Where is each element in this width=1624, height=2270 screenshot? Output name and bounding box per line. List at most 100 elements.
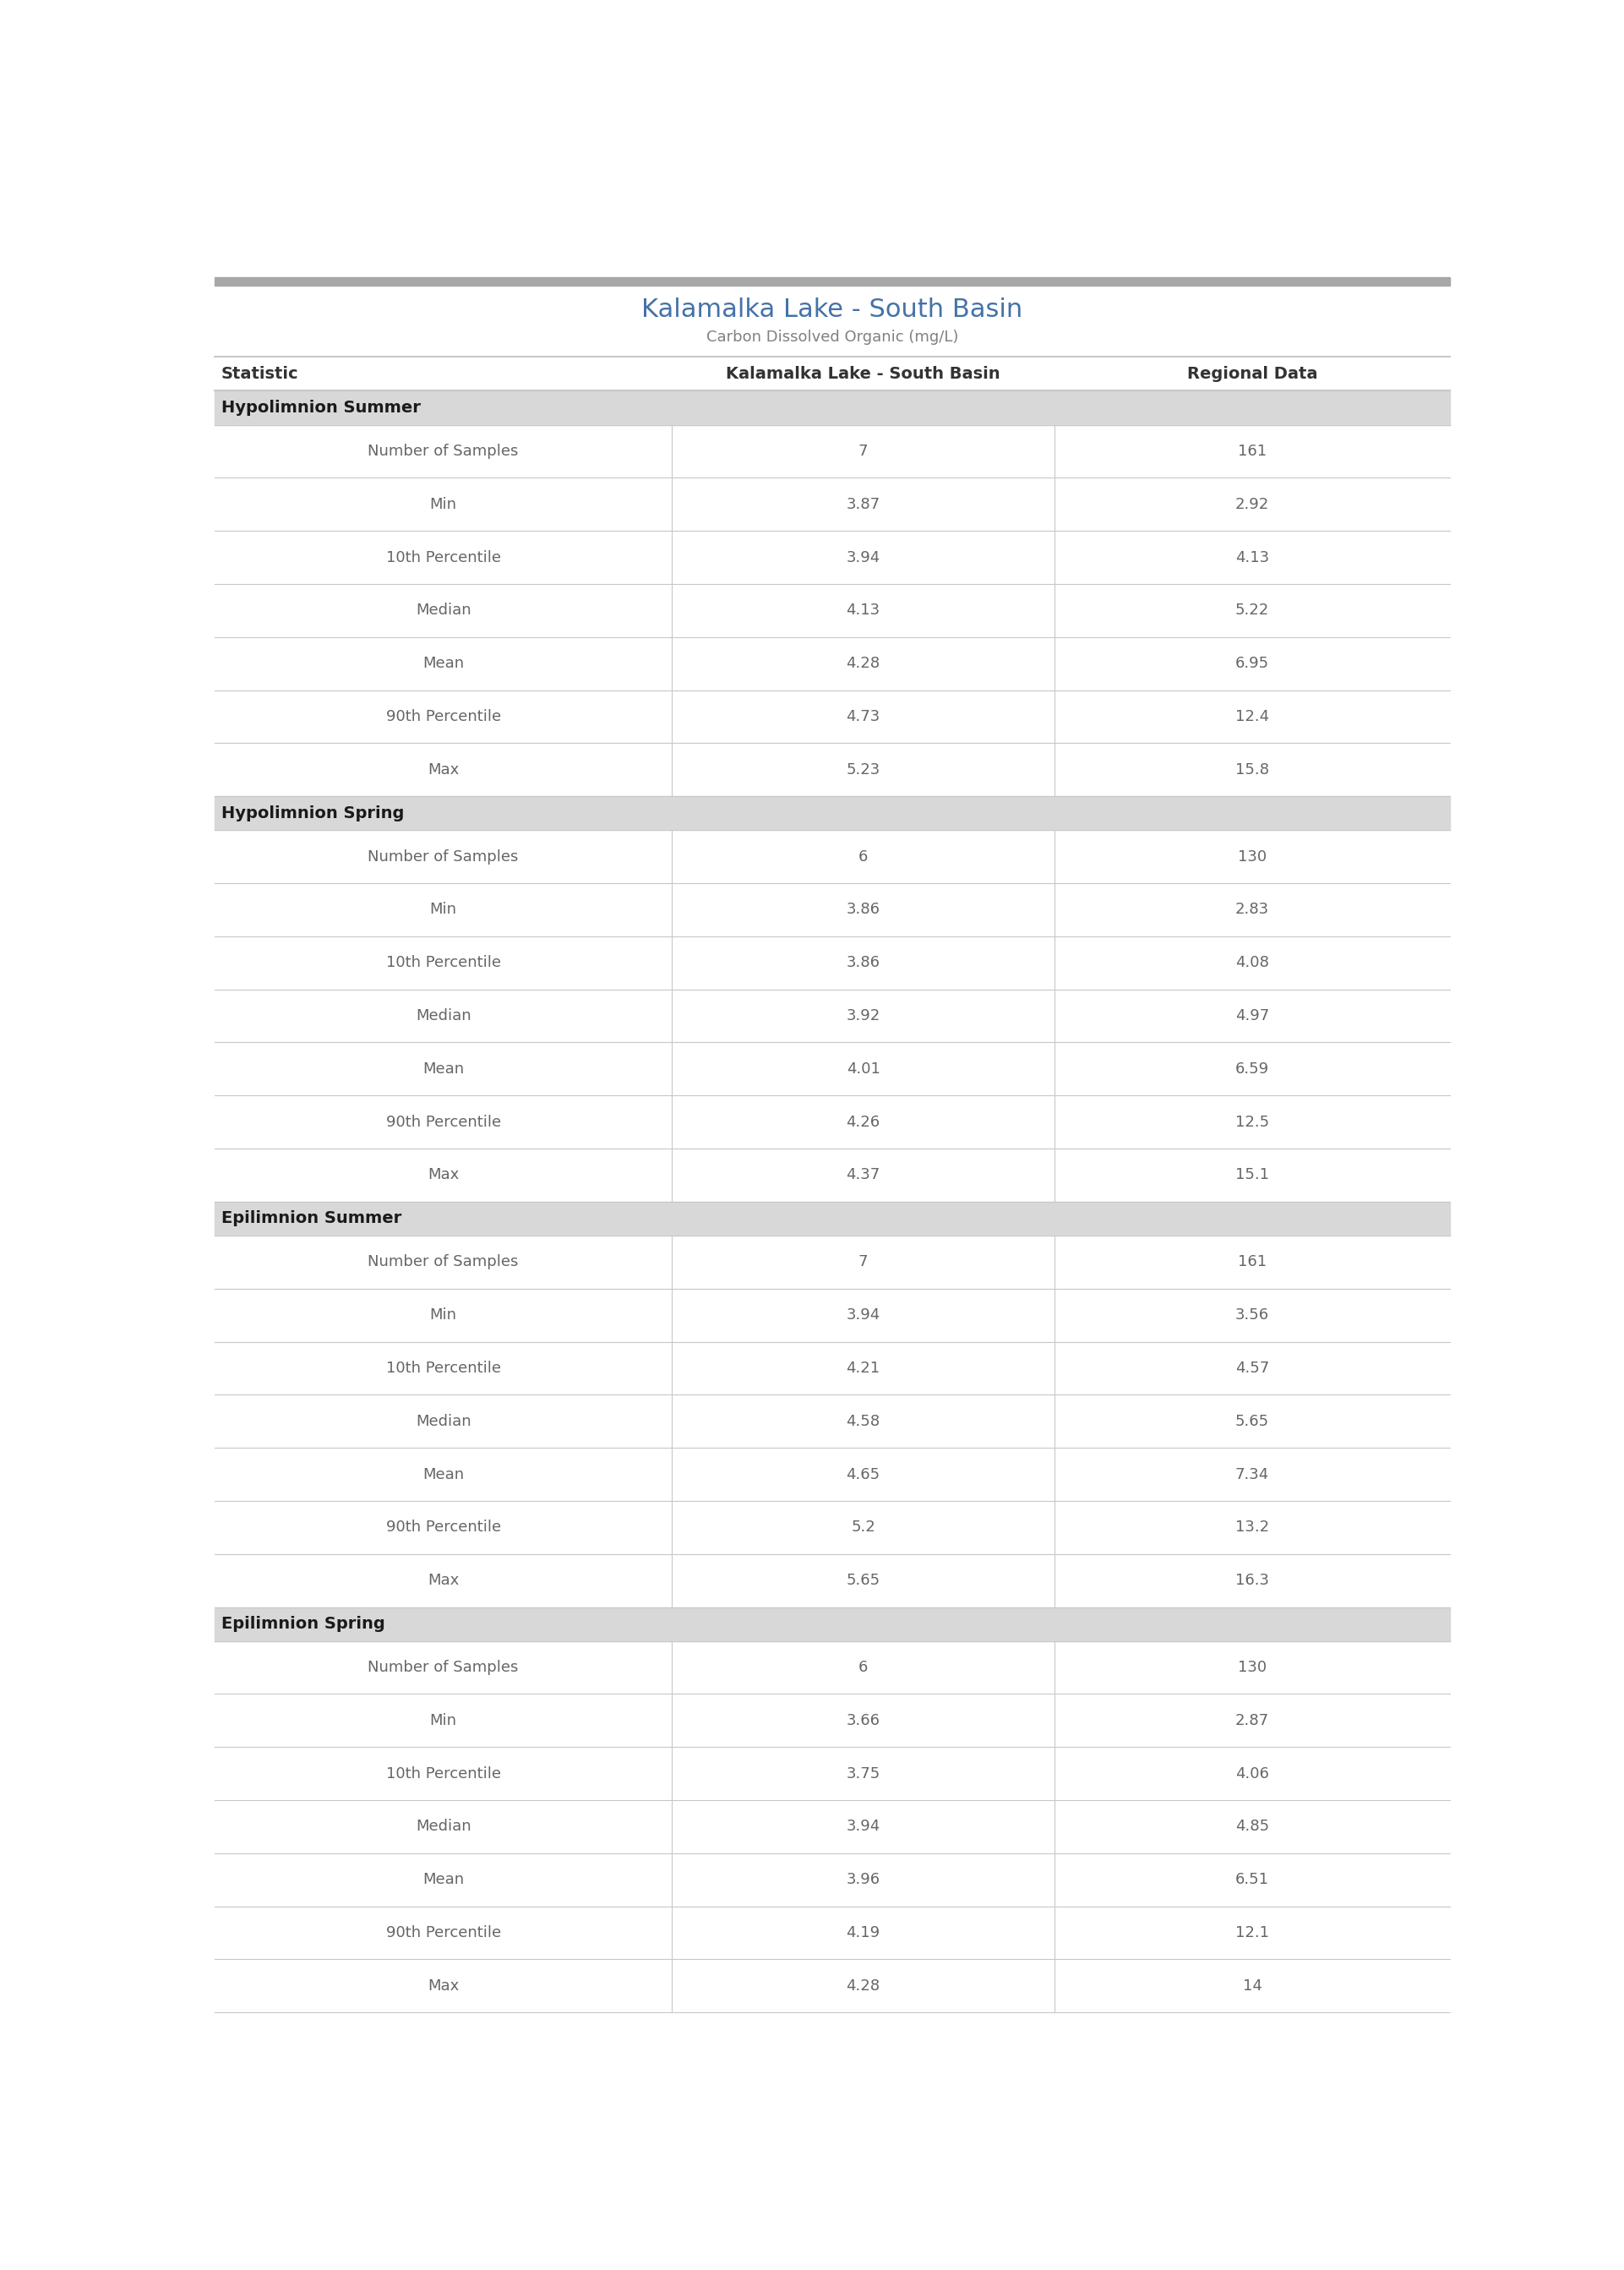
Bar (214, 1607, 1450, 1641)
Text: Regional Data: Regional Data (1187, 365, 1317, 381)
Text: 90th Percentile: 90th Percentile (387, 1521, 500, 1535)
Text: Mean: Mean (422, 656, 464, 672)
Text: 14: 14 (1242, 1979, 1262, 1993)
Bar (214, 477, 1450, 531)
Text: 2.87: 2.87 (1236, 1714, 1270, 1727)
Text: 5.65: 5.65 (1236, 1414, 1270, 1428)
Bar (214, 1342, 1450, 1394)
Text: 3.86: 3.86 (846, 956, 880, 969)
Bar (214, 1235, 1450, 1289)
Text: 130: 130 (1237, 849, 1267, 865)
Text: 4.28: 4.28 (846, 656, 880, 672)
Text: 4.13: 4.13 (1236, 549, 1270, 565)
Text: Min: Min (430, 901, 456, 917)
Text: 4.85: 4.85 (1236, 1818, 1270, 1834)
Text: 4.58: 4.58 (846, 1414, 880, 1428)
Text: 12.5: 12.5 (1236, 1115, 1270, 1130)
Text: 6: 6 (859, 849, 867, 865)
Text: Median: Median (416, 1008, 471, 1024)
Bar (214, 1907, 1450, 1959)
Text: 3.87: 3.87 (846, 497, 880, 513)
Text: Epilimnion Spring: Epilimnion Spring (221, 1616, 385, 1632)
Text: Min: Min (430, 1308, 456, 1323)
Text: 5.65: 5.65 (846, 1573, 880, 1589)
Text: 6.59: 6.59 (1236, 1062, 1270, 1076)
Text: 130: 130 (1237, 1659, 1267, 1675)
Bar (214, 1042, 1450, 1096)
Text: 3.94: 3.94 (846, 1818, 880, 1834)
Text: 4.26: 4.26 (846, 1115, 880, 1130)
Text: Min: Min (430, 1714, 456, 1727)
Text: 4.97: 4.97 (1236, 1008, 1270, 1024)
Text: 161: 161 (1237, 1255, 1267, 1269)
Text: 10th Percentile: 10th Percentile (387, 1360, 500, 1376)
Text: 15.1: 15.1 (1236, 1167, 1268, 1183)
Bar (214, 1641, 1450, 1693)
Text: 3.94: 3.94 (846, 1308, 880, 1323)
Text: Hypolimnion Spring: Hypolimnion Spring (221, 806, 404, 822)
Text: 12.4: 12.4 (1236, 708, 1270, 724)
Text: 4.28: 4.28 (846, 1979, 880, 1993)
Text: 5.2: 5.2 (851, 1521, 875, 1535)
Text: 12.1: 12.1 (1236, 1925, 1268, 1941)
Text: 7: 7 (859, 1255, 869, 1269)
Bar (214, 831, 1450, 883)
Text: Max: Max (427, 1979, 460, 1993)
Text: 4.01: 4.01 (846, 1062, 880, 1076)
Text: 90th Percentile: 90th Percentile (387, 1925, 500, 1941)
Text: Mean: Mean (422, 1062, 464, 1076)
Text: Min: Min (430, 497, 456, 513)
Bar (214, 1693, 1450, 1748)
Text: 4.19: 4.19 (846, 1925, 880, 1941)
Text: 10th Percentile: 10th Percentile (387, 956, 500, 969)
Text: 10th Percentile: 10th Percentile (387, 1766, 500, 1782)
Text: 4.06: 4.06 (1236, 1766, 1268, 1782)
Text: 4.08: 4.08 (1236, 956, 1268, 969)
Text: Max: Max (427, 1573, 460, 1589)
Text: 3.56: 3.56 (1236, 1308, 1270, 1323)
Bar (214, 277, 1450, 286)
Text: 7: 7 (859, 443, 869, 459)
Bar (214, 1500, 1450, 1555)
Text: 4.13: 4.13 (846, 604, 880, 617)
Text: 5.23: 5.23 (846, 763, 880, 776)
Bar (214, 583, 1450, 638)
Bar (214, 797, 1450, 831)
Text: 90th Percentile: 90th Percentile (387, 1115, 500, 1130)
Bar (214, 1959, 1450, 2013)
Text: Mean: Mean (422, 1873, 464, 1886)
Text: 6.51: 6.51 (1236, 1873, 1268, 1886)
Bar (214, 638, 1450, 690)
Text: 2.83: 2.83 (1236, 901, 1270, 917)
Text: 3.94: 3.94 (846, 549, 880, 565)
Text: Kalamalka Lake - South Basin: Kalamalka Lake - South Basin (641, 297, 1023, 322)
Text: 4.37: 4.37 (846, 1167, 880, 1183)
Bar (214, 1748, 1450, 1800)
Text: Median: Median (416, 1818, 471, 1834)
Bar (214, 390, 1450, 424)
Bar (214, 1149, 1450, 1201)
Text: Median: Median (416, 1414, 471, 1428)
Text: 4.65: 4.65 (846, 1466, 880, 1482)
Bar (214, 1394, 1450, 1448)
Text: Number of Samples: Number of Samples (369, 1255, 518, 1269)
Text: Median: Median (416, 604, 471, 617)
Text: Max: Max (427, 1167, 460, 1183)
Bar (214, 1201, 1450, 1235)
Bar (214, 742, 1450, 797)
Bar (214, 883, 1450, 935)
Text: 6.95: 6.95 (1236, 656, 1270, 672)
Text: 3.96: 3.96 (846, 1873, 880, 1886)
Text: 3.92: 3.92 (846, 1008, 880, 1024)
Text: 15.8: 15.8 (1236, 763, 1268, 776)
Text: 2.92: 2.92 (1236, 497, 1270, 513)
Text: 3.86: 3.86 (846, 901, 880, 917)
Text: 10th Percentile: 10th Percentile (387, 549, 500, 565)
Text: Number of Samples: Number of Samples (369, 443, 518, 459)
Text: Max: Max (427, 763, 460, 776)
Text: 6: 6 (859, 1659, 867, 1675)
Bar (214, 990, 1450, 1042)
Text: Number of Samples: Number of Samples (369, 849, 518, 865)
Bar (214, 1555, 1450, 1607)
Bar (214, 1289, 1450, 1342)
